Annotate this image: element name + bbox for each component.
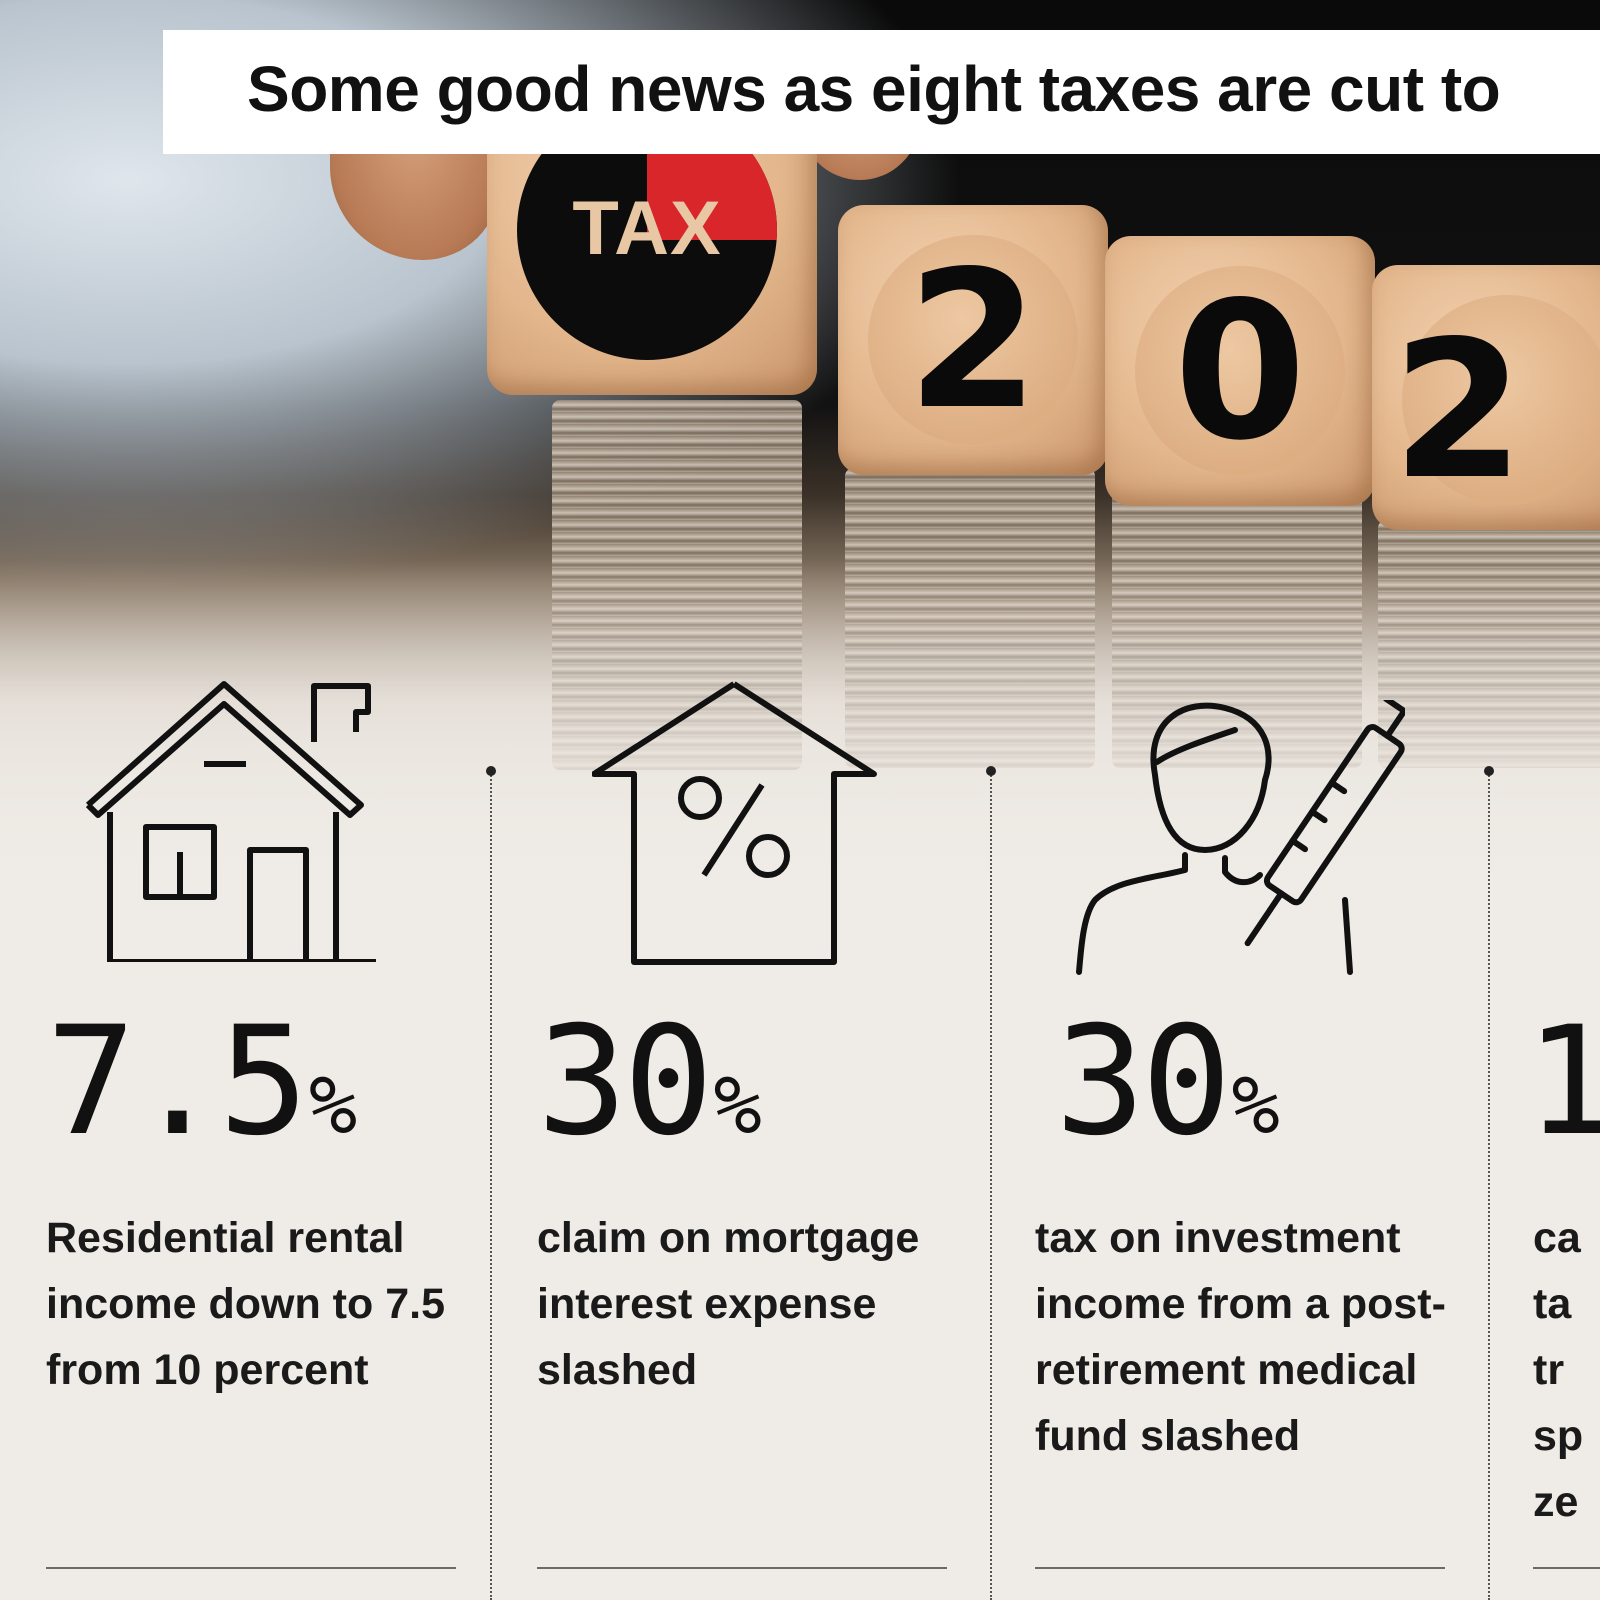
stat-value: 30% bbox=[537, 995, 762, 1169]
cube-digit: 2 bbox=[906, 230, 1040, 451]
digit-cube: 0 bbox=[1105, 236, 1375, 506]
photo-fade bbox=[0, 560, 1600, 900]
person-syringe-icon bbox=[1075, 700, 1405, 975]
stat-value: 7.5% bbox=[46, 995, 357, 1169]
cube-digit: 0 bbox=[1173, 261, 1307, 482]
house-percent-icon bbox=[592, 680, 877, 965]
stat-value: 30% bbox=[1055, 995, 1280, 1169]
stat-number: 1 bbox=[1533, 995, 1600, 1169]
stat-unit: % bbox=[308, 1059, 358, 1152]
stat-number: 7.5 bbox=[46, 995, 309, 1169]
digit-cube: 2 bbox=[1372, 265, 1600, 530]
stat-unit: % bbox=[713, 1059, 762, 1152]
headline: Some good news as eight taxes are cut to bbox=[247, 53, 1501, 125]
stat-description: tax on investment income from a post-ret… bbox=[1035, 1214, 1446, 1460]
stat-number: 30 bbox=[537, 995, 714, 1169]
stat-item: 1 ca ta tr sp ze bbox=[1533, 650, 1600, 1600]
house-icon bbox=[86, 672, 376, 962]
column-rule bbox=[537, 1567, 947, 1569]
stat-item: 7.5% Residential rental income down to 7… bbox=[46, 650, 466, 1600]
stat-item: 30% claim on mortgage interest expense s… bbox=[537, 650, 957, 1600]
stat-description: claim on mortgage interest expense slash… bbox=[537, 1214, 920, 1394]
stat-description: ca ta tr sp ze bbox=[1533, 1214, 1584, 1526]
column-rule bbox=[46, 1567, 456, 1569]
stat-description: Residential rental income down to 7.5 fr… bbox=[46, 1214, 445, 1394]
stat-value: 1 bbox=[1533, 995, 1600, 1169]
column-divider bbox=[486, 766, 496, 1600]
stat-number: 30 bbox=[1055, 995, 1232, 1169]
tax-label: TAX bbox=[572, 186, 722, 271]
column-divider bbox=[1484, 766, 1494, 1600]
stat-item: 30% tax on investment income from a post… bbox=[1035, 650, 1455, 1600]
column-divider bbox=[986, 766, 996, 1600]
column-rule bbox=[1533, 1567, 1600, 1569]
cube-digit: 2 bbox=[1392, 300, 1525, 521]
column-rule bbox=[1035, 1567, 1445, 1569]
stat-unit: % bbox=[1231, 1059, 1280, 1152]
headline-box: Some good news as eight taxes are cut to bbox=[163, 30, 1600, 154]
digit-cube: 2 bbox=[838, 205, 1108, 475]
